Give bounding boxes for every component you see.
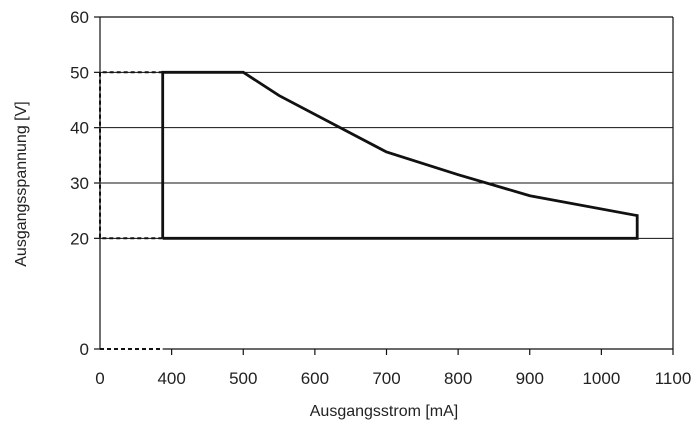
- y-tick-labels: 0 20 30 40 50 60: [70, 8, 89, 359]
- x-tick-label-700: 700: [372, 369, 400, 388]
- y-tick-label-30: 30: [70, 174, 89, 193]
- x-axis-label: Ausgangsstrom [mA]: [310, 403, 459, 420]
- axes: [94, 16, 674, 355]
- y-tick-label-50: 50: [70, 63, 89, 82]
- x-tick-label-0: 0: [95, 369, 104, 388]
- series-group: [99, 70, 639, 350]
- y-tick-label-60: 60: [70, 8, 89, 27]
- y-tick-label-0: 0: [80, 340, 89, 359]
- series-line-1: [99, 71, 163, 240]
- series-line-0: [161, 70, 639, 240]
- x-tick-label-400: 400: [157, 369, 185, 388]
- x-tick-label-1000: 1000: [582, 369, 620, 388]
- y-tick-label-20: 20: [70, 229, 89, 248]
- x-tick-label-500: 500: [229, 369, 257, 388]
- grid-lines: [100, 71, 673, 239]
- y-axis-label: Ausgangsspannung [V]: [13, 101, 30, 266]
- y-tick-label-40: 40: [70, 119, 89, 138]
- x-tick-label-1100: 1100: [655, 369, 692, 388]
- x-tick-label-600: 600: [301, 369, 329, 388]
- x-tick-label-800: 800: [444, 369, 472, 388]
- x-tick-labels: 0 400 500 600 700 800 900 1000 1100: [95, 369, 691, 388]
- x-tick-label-900: 900: [516, 369, 544, 388]
